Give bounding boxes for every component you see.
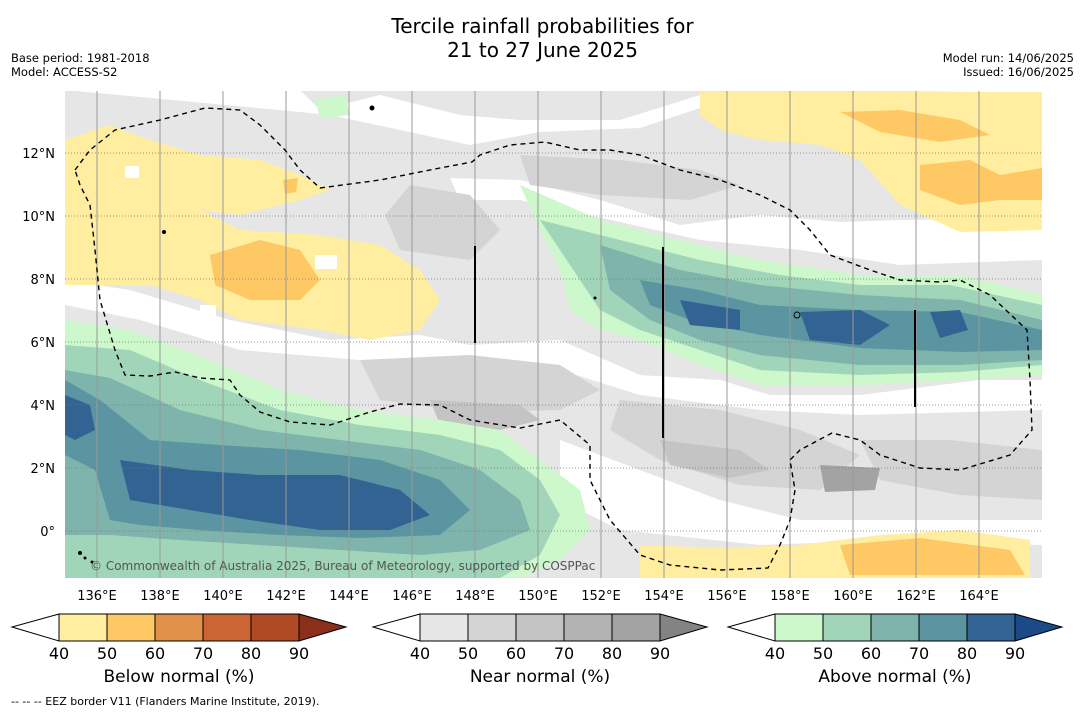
near-normal-60 xyxy=(430,400,540,430)
eez-footnote: -- -- -- EEZ border V11 (Flanders Marine… xyxy=(11,695,320,708)
cb-tick: 40 xyxy=(410,644,430,663)
cb-tick: 60 xyxy=(861,644,881,663)
above-normal-80 xyxy=(800,310,890,345)
colorbar-near: 40 50 60 70 80 90 xyxy=(371,613,709,663)
islands xyxy=(78,105,801,564)
white-region xyxy=(200,305,216,321)
near-normal-50 xyxy=(360,355,600,412)
lon-label: 146°E xyxy=(392,589,432,604)
cb-tick: 60 xyxy=(145,644,165,663)
model-run: Model run: 14/06/2025 xyxy=(942,51,1074,65)
above-normal-80 xyxy=(65,395,95,440)
title-line-1: Tercile rainfall probabilities for xyxy=(391,14,694,38)
lon-label: 160°E xyxy=(833,589,873,604)
lat-label: 12°N xyxy=(22,147,55,162)
cb-tick: 50 xyxy=(97,644,117,663)
lat-label: 4°N xyxy=(31,399,56,414)
near-normal-50 xyxy=(385,185,500,260)
lon-label: 150°E xyxy=(518,589,558,604)
above-normal-80 xyxy=(930,310,968,338)
near-normal-60 xyxy=(660,440,770,478)
cb-tick: 40 xyxy=(49,644,69,663)
cb-tick: 70 xyxy=(909,644,929,663)
eez-border xyxy=(74,107,1033,571)
near-normal-50 xyxy=(610,400,860,490)
cb-tick: 40 xyxy=(765,644,785,663)
white-region xyxy=(560,440,1042,545)
cb-tick: 90 xyxy=(1005,644,1025,663)
lon-label: 162°E xyxy=(896,589,936,604)
lon-label: 144°E xyxy=(329,589,369,604)
meta-right: Model run: 14/06/2025 Issued: 16/06/2025 xyxy=(943,51,1074,79)
below-normal-label: Below normal (%) xyxy=(103,667,255,687)
white-region xyxy=(315,255,337,269)
cb-tick: 80 xyxy=(241,644,261,663)
longitude-labels: 136°E 138°E 140°E 142°E 144°E 146°E 148°… xyxy=(77,589,999,604)
above-normal-label: Above normal (%) xyxy=(818,667,972,687)
cb-tick: 80 xyxy=(602,644,622,663)
cb-tick: 70 xyxy=(554,644,574,663)
cb-tick: 90 xyxy=(289,644,309,663)
below-normal-40 xyxy=(65,125,440,340)
white-region xyxy=(125,166,139,178)
cb-tick: 50 xyxy=(458,644,478,663)
near-normal-50 xyxy=(860,440,1042,500)
near-normal-80 xyxy=(820,465,880,492)
lat-label: 10°N xyxy=(22,210,55,225)
lon-label: 142°E xyxy=(266,589,306,604)
lon-label: 136°E xyxy=(77,589,117,604)
cb-tick: 50 xyxy=(813,644,833,663)
below-normal-50 xyxy=(840,110,990,142)
longitude-gridlines xyxy=(96,91,980,578)
near-normal-label: Near normal (%) xyxy=(469,667,611,687)
lon-label: 152°E xyxy=(581,589,621,604)
latitude-labels: 12°N 10°N 8°N 6°N 4°N 2°N 0° xyxy=(22,147,55,540)
below-normal-50 xyxy=(283,178,298,194)
colorbar-below: 40 50 60 70 80 90 xyxy=(10,613,348,663)
map-title: Tercile rainfall probabilities for 21 to… xyxy=(0,14,1085,62)
colorbar-above: 40 50 60 70 80 90 xyxy=(726,613,1064,663)
meta-left: Base period: 1981-2018 Model: ACCESS-S2 xyxy=(11,51,150,79)
above-normal-80 xyxy=(120,460,430,530)
probability-field: © Commonwealth of Australia 2025, Bureau… xyxy=(65,91,1042,578)
latitude-gridlines xyxy=(65,152,1042,532)
above-normal-80 xyxy=(680,300,740,330)
lon-label: 140°E xyxy=(203,589,243,604)
cb-tick: 70 xyxy=(193,644,213,663)
lat-label: 6°N xyxy=(31,336,56,351)
cb-tick: 60 xyxy=(506,644,526,663)
cb-tick: 90 xyxy=(650,644,670,663)
lat-label: 2°N xyxy=(31,462,56,477)
lon-label: 156°E xyxy=(707,589,747,604)
lon-label: 164°E xyxy=(959,589,999,604)
title-line-2: 21 to 27 June 2025 xyxy=(447,38,638,62)
lat-label: 0° xyxy=(40,525,55,540)
above-normal-40 xyxy=(315,95,350,118)
white-region xyxy=(65,280,1042,415)
lon-label: 158°E xyxy=(770,589,810,604)
below-normal-50 xyxy=(920,160,1042,205)
lon-label: 138°E xyxy=(140,589,180,604)
near-normal-50 xyxy=(520,155,740,200)
white-region xyxy=(450,178,1042,265)
base-period: Base period: 1981-2018 xyxy=(11,51,150,65)
model-name: Model: ACCESS-S2 xyxy=(11,65,118,79)
issued-date: Issued: 16/06/2025 xyxy=(963,65,1074,79)
lat-label: 8°N xyxy=(31,273,56,288)
lon-label: 154°E xyxy=(644,589,684,604)
cb-tick: 80 xyxy=(957,644,977,663)
lon-label: 148°E xyxy=(455,589,495,604)
below-normal-50 xyxy=(210,240,320,300)
copyright-text: © Commonwealth of Australia 2025, Bureau… xyxy=(90,559,595,573)
